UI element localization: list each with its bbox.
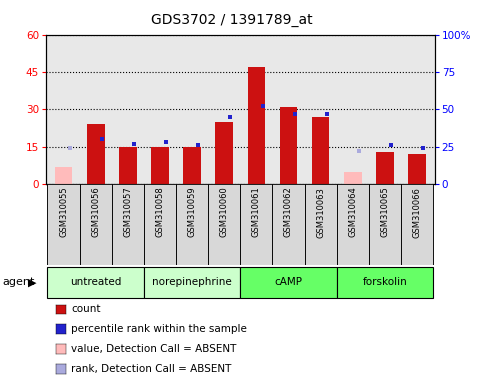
- Text: GDS3702 / 1391789_at: GDS3702 / 1391789_at: [151, 13, 313, 27]
- Bar: [241, 184, 272, 265]
- Bar: [408, 154, 426, 184]
- Text: count: count: [71, 304, 100, 314]
- Text: GSM310064: GSM310064: [348, 187, 357, 237]
- Text: GSM310059: GSM310059: [187, 187, 197, 237]
- Bar: [144, 267, 240, 298]
- Text: norepinephrine: norepinephrine: [152, 277, 232, 287]
- Bar: [87, 124, 104, 184]
- Bar: [55, 167, 72, 184]
- Bar: [241, 267, 337, 298]
- Text: GSM310065: GSM310065: [381, 187, 389, 237]
- Bar: [47, 267, 144, 298]
- Text: GSM310056: GSM310056: [91, 187, 100, 237]
- Text: rank, Detection Call = ABSENT: rank, Detection Call = ABSENT: [71, 364, 231, 374]
- Text: GSM310057: GSM310057: [123, 187, 132, 237]
- Bar: [208, 184, 241, 265]
- Bar: [337, 184, 369, 265]
- Bar: [151, 147, 169, 184]
- Text: GSM310061: GSM310061: [252, 187, 261, 237]
- Text: agent: agent: [2, 277, 35, 287]
- Bar: [376, 152, 394, 184]
- Bar: [47, 184, 80, 265]
- Text: GSM310058: GSM310058: [156, 187, 164, 237]
- Bar: [247, 67, 265, 184]
- Bar: [280, 107, 298, 184]
- Bar: [369, 184, 401, 265]
- Text: GSM310066: GSM310066: [412, 187, 422, 238]
- Text: forskolin: forskolin: [363, 277, 407, 287]
- Bar: [272, 184, 305, 265]
- Bar: [112, 184, 144, 265]
- Bar: [80, 184, 112, 265]
- Bar: [344, 172, 362, 184]
- Bar: [144, 184, 176, 265]
- Text: GSM310060: GSM310060: [220, 187, 229, 237]
- Text: GSM310055: GSM310055: [59, 187, 68, 237]
- Text: ▶: ▶: [28, 277, 37, 287]
- Bar: [119, 147, 137, 184]
- Text: GSM310063: GSM310063: [316, 187, 325, 238]
- Text: untreated: untreated: [70, 277, 121, 287]
- Bar: [401, 184, 433, 265]
- Text: value, Detection Call = ABSENT: value, Detection Call = ABSENT: [71, 344, 236, 354]
- Text: percentile rank within the sample: percentile rank within the sample: [71, 324, 247, 334]
- Bar: [176, 184, 208, 265]
- Bar: [183, 147, 201, 184]
- Bar: [305, 184, 337, 265]
- Text: GSM310062: GSM310062: [284, 187, 293, 237]
- Bar: [312, 117, 329, 184]
- Bar: [337, 267, 433, 298]
- Bar: [215, 122, 233, 184]
- Text: cAMP: cAMP: [274, 277, 302, 287]
